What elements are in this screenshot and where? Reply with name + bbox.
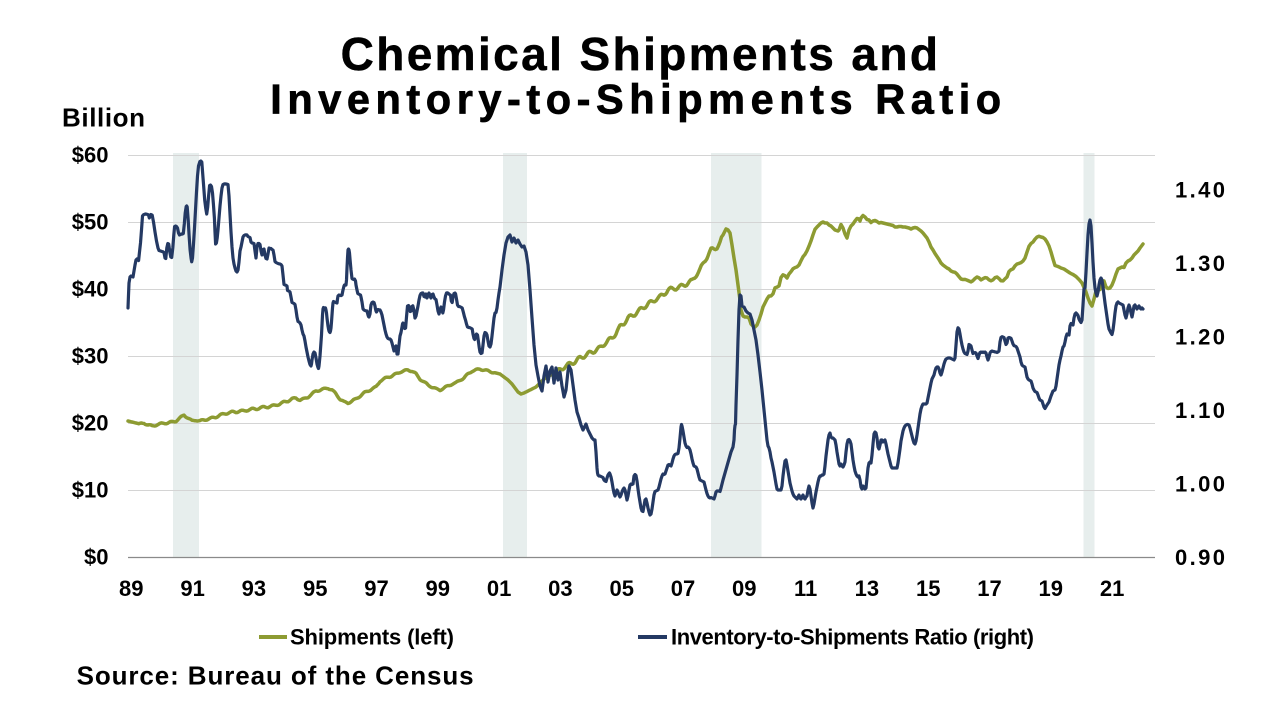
svg-text:95: 95 — [303, 576, 327, 601]
svg-text:13: 13 — [855, 576, 879, 601]
svg-text:07: 07 — [671, 576, 695, 601]
svg-text:$40: $40 — [72, 277, 109, 302]
svg-text:Shipments (left): Shipments (left) — [290, 625, 454, 650]
svg-text:03: 03 — [548, 576, 572, 601]
svg-text:17: 17 — [977, 576, 1001, 601]
svg-text:1.40: 1.40 — [1175, 178, 1225, 203]
svg-text:Billion: Billion — [62, 103, 146, 133]
svg-text:$60: $60 — [72, 143, 109, 168]
svg-text:$10: $10 — [72, 478, 109, 503]
svg-text:99: 99 — [426, 576, 450, 601]
svg-text:$30: $30 — [72, 344, 109, 369]
svg-text:1.30: 1.30 — [1175, 251, 1225, 276]
svg-text:01: 01 — [487, 576, 511, 601]
svg-text:$50: $50 — [72, 210, 109, 235]
svg-text:93: 93 — [242, 576, 266, 601]
svg-text:19: 19 — [1039, 576, 1063, 601]
svg-text:1.00: 1.00 — [1175, 472, 1225, 497]
svg-text:$20: $20 — [72, 411, 109, 436]
svg-text:21: 21 — [1100, 576, 1124, 601]
svg-text:09: 09 — [732, 576, 756, 601]
svg-text:91: 91 — [180, 576, 204, 601]
svg-text:0.90: 0.90 — [1175, 545, 1225, 570]
svg-text:Inventory-to-Shipments Ratio (: Inventory-to-Shipments Ratio (right) — [671, 625, 1034, 650]
svg-text:97: 97 — [364, 576, 388, 601]
svg-text:1.10: 1.10 — [1175, 398, 1225, 423]
svg-text:Inventory-to-Shipments Ratio: Inventory-to-Shipments Ratio — [270, 75, 1006, 122]
svg-text:$0: $0 — [84, 545, 108, 570]
svg-text:1.20: 1.20 — [1175, 325, 1225, 350]
svg-text:Source: Bureau of the Census: Source: Bureau of the Census — [77, 661, 474, 691]
svg-text:11: 11 — [794, 576, 817, 601]
svg-text:89: 89 — [119, 576, 143, 601]
svg-text:15: 15 — [916, 576, 940, 601]
svg-text:05: 05 — [609, 576, 633, 601]
svg-text:Chemical Shipments and: Chemical Shipments and — [341, 28, 941, 80]
